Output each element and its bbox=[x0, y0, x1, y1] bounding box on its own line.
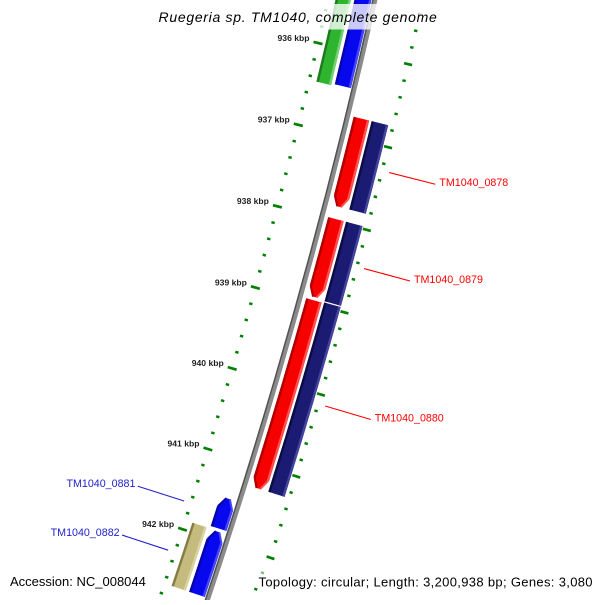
svg-text:TM1040_0882: TM1040_0882 bbox=[51, 527, 120, 539]
svg-text:TM1040_0880: TM1040_0880 bbox=[375, 412, 444, 424]
svg-text:939 kbp: 939 kbp bbox=[215, 277, 247, 287]
svg-text:942 kbp: 942 kbp bbox=[142, 519, 174, 529]
svg-text:Topology: circular; Length: 3,: Topology: circular; Length: 3,200,938 bp… bbox=[259, 575, 593, 590]
svg-text:TM1040_0879: TM1040_0879 bbox=[414, 274, 483, 286]
svg-text:TM1040_0881: TM1040_0881 bbox=[66, 478, 135, 490]
svg-text:Ruegeria sp. TM1040, complete: Ruegeria sp. TM1040, complete genome bbox=[159, 9, 438, 25]
svg-text:937 kbp: 937 kbp bbox=[258, 115, 290, 125]
svg-text:936 kbp: 936 kbp bbox=[278, 33, 310, 43]
svg-text:940 kbp: 940 kbp bbox=[192, 358, 224, 368]
svg-text:Accession: NC_008044: Accession: NC_008044 bbox=[10, 574, 146, 589]
svg-text:TM1040_0878: TM1040_0878 bbox=[439, 177, 508, 189]
svg-text:941 kbp: 941 kbp bbox=[167, 439, 199, 449]
svg-text:938 kbp: 938 kbp bbox=[237, 196, 269, 206]
